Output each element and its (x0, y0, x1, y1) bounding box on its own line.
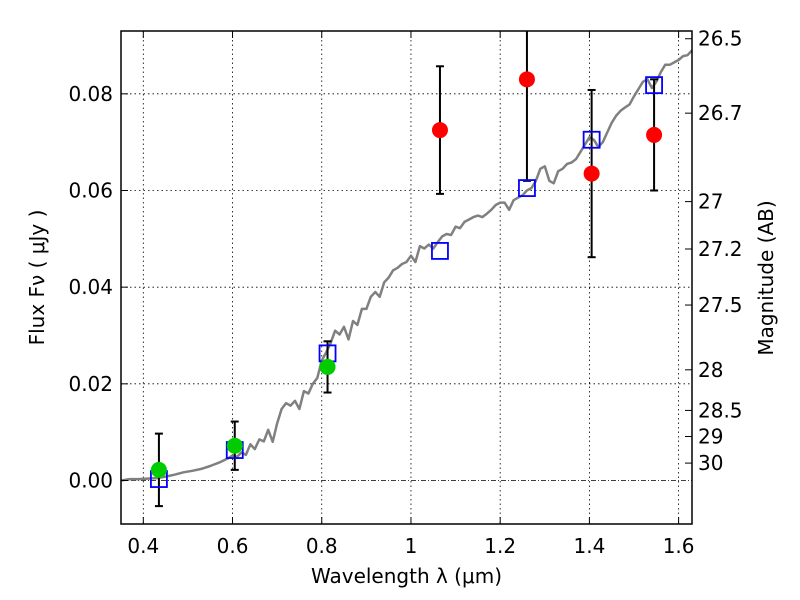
x-tick-label: 1.4 (573, 534, 605, 558)
nir-flux-point (431, 122, 448, 139)
right-axis-title: Magnitude (AB) (754, 200, 778, 355)
model-spectrum-line (120, 49, 693, 482)
right-tick-label: 27.5 (698, 293, 743, 317)
error-bars (154, 31, 659, 508)
x-tick-label: 1.2 (484, 534, 516, 558)
y-tick-label: 0.04 (68, 275, 113, 299)
x-tick-label: 0.4 (127, 534, 159, 558)
right-tick-label: 26.7 (698, 101, 743, 125)
detected-flux-point (150, 461, 167, 478)
y-tick-label: 0.08 (68, 82, 113, 106)
plot-frame (120, 30, 693, 525)
x-tick-label: 1 (405, 534, 418, 558)
nir-flux-point (646, 126, 663, 143)
right-tick-label: 30 (698, 451, 723, 475)
nir-flux-point (583, 165, 600, 182)
right-tick-label: 27.2 (698, 237, 743, 261)
axis-ticks: 0.4 0.6 0.8 1 1.2 1.4 1.6 0.00 0.02 0.04 0.06 0.08 2… (68, 27, 742, 558)
nir-flux-point (518, 71, 535, 88)
right-tick-label: 29 (698, 425, 723, 449)
photometry-points (150, 71, 663, 478)
synthetic-flux-square (518, 179, 536, 197)
grid-lines (121, 31, 692, 524)
x-tick-label: 0.8 (306, 534, 338, 558)
right-tick-label: 28.5 (698, 398, 743, 422)
y-tick-label: 0.00 (68, 469, 113, 493)
y-tick-label: 0.02 (68, 372, 113, 396)
y-axis-title: Flux Fν ( μJy ) (25, 210, 49, 346)
synthetic-photometry-markers (150, 76, 663, 488)
synthetic-flux-square (582, 130, 601, 149)
detected-flux-point (319, 358, 336, 375)
detected-flux-point (226, 437, 243, 454)
x-axis-title: Wavelength λ (μm) (311, 564, 502, 588)
x-tick-label: 0.6 (217, 534, 249, 558)
right-tick-label: 26.5 (698, 27, 743, 51)
right-tick-label: 27 (698, 190, 723, 214)
synthetic-flux-square (431, 242, 449, 260)
model-spectrum (120, 49, 693, 482)
x-tick-label: 1.6 (663, 534, 695, 558)
right-tick-label: 28 (698, 358, 723, 382)
y-tick-label: 0.06 (68, 179, 113, 203)
synthetic-flux-square (645, 76, 663, 95)
